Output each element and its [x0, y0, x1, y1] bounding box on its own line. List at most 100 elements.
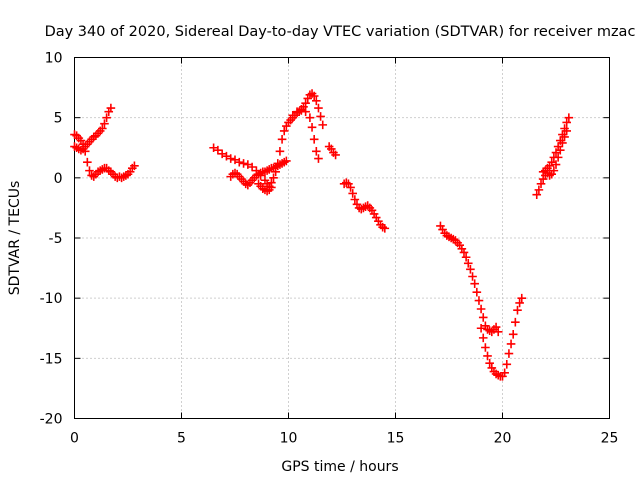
data-point [549, 166, 559, 175]
data-point [468, 272, 477, 281]
data-point [476, 323, 486, 333]
data-point [301, 107, 310, 116]
data-point [282, 156, 291, 166]
data-series-mzac [70, 89, 574, 381]
data-point [508, 329, 518, 339]
data-point [346, 183, 355, 192]
data-point [478, 333, 488, 343]
y-tick-label: 10 [45, 51, 63, 67]
data-point [532, 190, 542, 199]
data-point [517, 293, 527, 303]
data-point [309, 91, 319, 101]
data-point [277, 135, 287, 144]
x-tick-label: 15 [387, 431, 405, 447]
data-point [80, 147, 90, 156]
data-point [493, 327, 503, 337]
data-point [130, 161, 139, 171]
data-point [504, 349, 514, 358]
data-point [506, 339, 516, 349]
data-point [459, 248, 469, 257]
data-point [502, 360, 512, 369]
data-point [83, 157, 92, 167]
data-point [331, 150, 340, 160]
data-point [100, 119, 109, 128]
data-point [534, 185, 544, 195]
data-point [558, 130, 567, 139]
data-point [553, 142, 563, 151]
data-point [483, 351, 492, 361]
data-point [309, 135, 319, 144]
data-point [549, 153, 559, 162]
data-point [470, 279, 479, 289]
data-point [316, 112, 325, 121]
data-point [348, 189, 357, 198]
data-point [102, 113, 111, 122]
data-point [511, 317, 520, 327]
data-point [226, 154, 236, 163]
data-point [213, 145, 223, 155]
y-tick-label: 0 [54, 171, 63, 187]
data-point [279, 126, 289, 136]
data-point [106, 103, 116, 113]
data-point [564, 113, 574, 122]
data-point [297, 106, 306, 115]
y-tick-label: 5 [54, 111, 63, 127]
data-point [234, 157, 244, 167]
data-point [466, 264, 475, 274]
data-point [239, 159, 248, 168]
data-point [314, 154, 323, 163]
y-axis-label: SDTVAR / TECUs [7, 181, 23, 296]
data-point [85, 166, 94, 175]
x-axis-label: GPS time / hours [281, 459, 398, 475]
y-tick-labels: -20 -15 -10 -5 0 5 10 [40, 51, 63, 428]
y-tick-label: -15 [40, 351, 63, 367]
data-point [560, 124, 569, 133]
plot-frame [74, 57, 610, 419]
data-point [292, 107, 302, 116]
data-point [98, 124, 107, 133]
grid-lines [74, 57, 610, 419]
data-point [307, 122, 317, 132]
data-point [562, 118, 571, 127]
data-point [247, 162, 257, 172]
data-point [269, 173, 278, 183]
x-tick-label: 0 [70, 431, 79, 447]
data-point [547, 157, 557, 167]
x-tick-label: 10 [280, 431, 298, 447]
data-point [288, 110, 298, 120]
data-point [474, 296, 484, 305]
data-point [461, 252, 471, 262]
data-point [555, 136, 565, 145]
data-point [472, 287, 482, 297]
data-point [305, 113, 315, 122]
data-point [515, 298, 524, 308]
y-tick-label: -10 [40, 291, 63, 307]
chart-title: Day 340 of 2020, Sidereal Day-to-day VTE… [45, 24, 636, 40]
data-point [500, 368, 509, 378]
data-point [551, 148, 561, 157]
data-point [318, 120, 328, 130]
data-point [481, 343, 490, 352]
data-point [380, 224, 390, 233]
data-point [478, 313, 488, 322]
x-tick-label: 5 [177, 431, 186, 447]
x-tick-label: 25 [601, 431, 619, 447]
data-point [536, 179, 546, 189]
x-tick-labels: 0 5 10 15 20 25 [70, 431, 618, 447]
data-point [513, 305, 522, 315]
y-tick-label: -5 [49, 231, 63, 247]
data-point [312, 96, 321, 106]
data-point [476, 304, 486, 314]
data-point [312, 147, 321, 156]
data-point [301, 98, 310, 108]
data-point [463, 258, 473, 268]
data-point [491, 322, 501, 332]
data-point [267, 183, 276, 192]
data-point [78, 139, 88, 149]
y-tick-label: -20 [40, 412, 63, 428]
data-point [275, 147, 285, 156]
data-point [350, 195, 360, 204]
data-point [485, 358, 494, 368]
x-tick-label: 20 [494, 431, 512, 447]
